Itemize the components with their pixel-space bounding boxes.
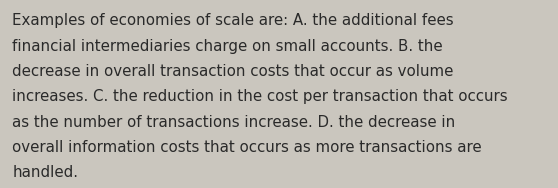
Text: decrease in overall transaction costs that occur as volume: decrease in overall transaction costs th…	[12, 64, 454, 79]
Text: handled.: handled.	[12, 165, 78, 180]
Text: as the number of transactions increase. D. the decrease in: as the number of transactions increase. …	[12, 115, 455, 130]
Text: increases. C. the reduction in the cost per transaction that occurs: increases. C. the reduction in the cost …	[12, 89, 508, 104]
Text: financial intermediaries charge on small accounts. B. the: financial intermediaries charge on small…	[12, 39, 443, 54]
Text: overall information costs that occurs as more transactions are: overall information costs that occurs as…	[12, 140, 482, 155]
Text: Examples of economies of scale are: A. the additional fees: Examples of economies of scale are: A. t…	[12, 13, 454, 28]
